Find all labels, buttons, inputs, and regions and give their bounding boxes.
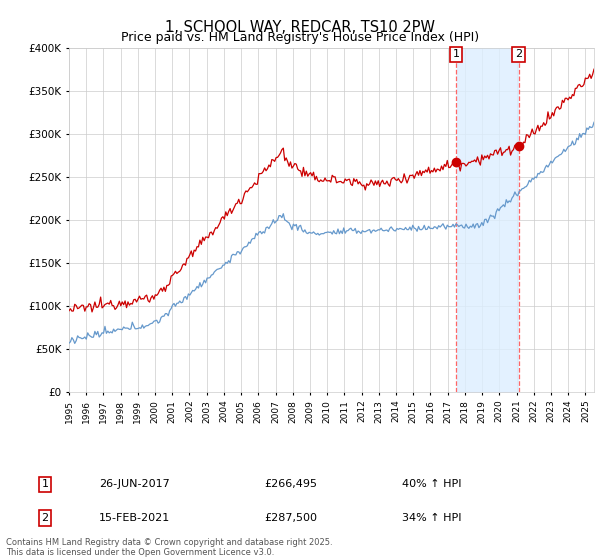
- Text: £266,495: £266,495: [264, 479, 317, 489]
- Text: 1, SCHOOL WAY, REDCAR, TS10 2PW: 1, SCHOOL WAY, REDCAR, TS10 2PW: [165, 20, 435, 35]
- Text: 15-FEB-2021: 15-FEB-2021: [99, 513, 170, 523]
- Text: 1: 1: [452, 49, 460, 59]
- Text: 2: 2: [41, 513, 49, 523]
- Text: £287,500: £287,500: [264, 513, 317, 523]
- Text: 34% ↑ HPI: 34% ↑ HPI: [402, 513, 461, 523]
- Text: Contains HM Land Registry data © Crown copyright and database right 2025.
This d: Contains HM Land Registry data © Crown c…: [6, 538, 332, 557]
- Text: 2: 2: [515, 49, 522, 59]
- Text: 40% ↑ HPI: 40% ↑ HPI: [402, 479, 461, 489]
- Text: Price paid vs. HM Land Registry's House Price Index (HPI): Price paid vs. HM Land Registry's House …: [121, 31, 479, 44]
- Text: 1: 1: [41, 479, 49, 489]
- Text: 26-JUN-2017: 26-JUN-2017: [99, 479, 170, 489]
